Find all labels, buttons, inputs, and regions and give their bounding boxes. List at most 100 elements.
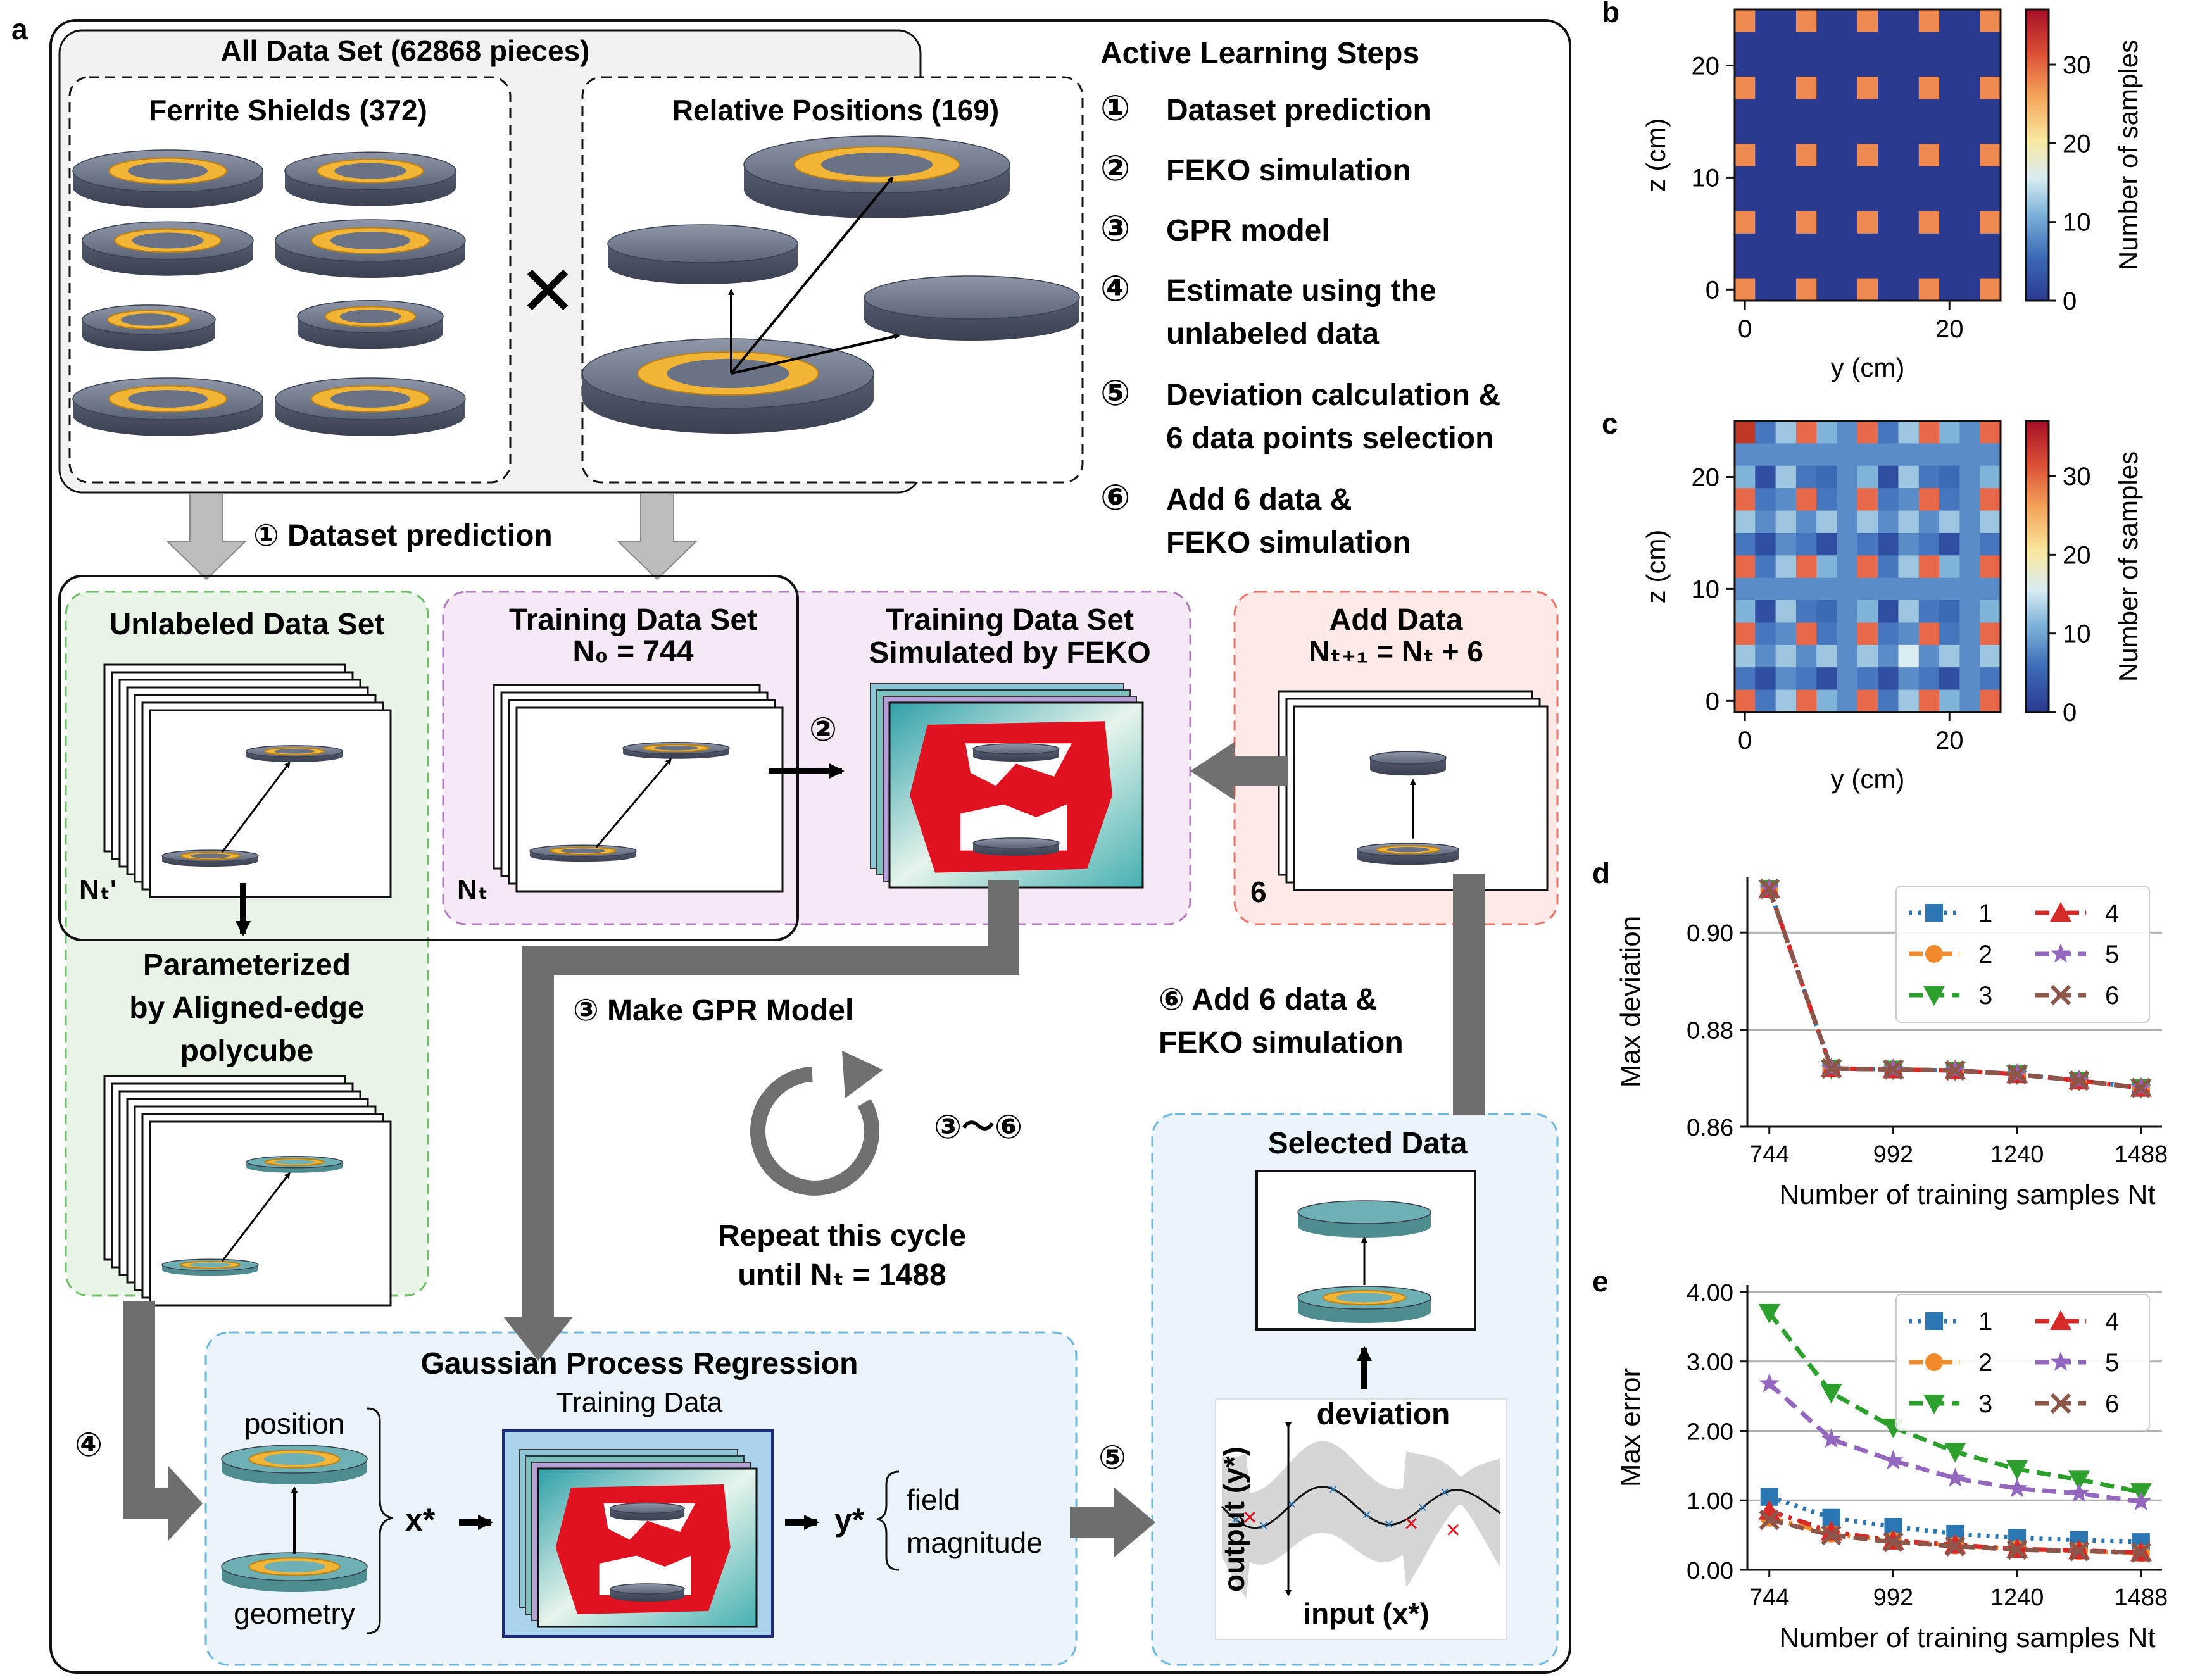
- heatmap-cell: [1816, 667, 1838, 691]
- heatmap-cell: [1918, 532, 1940, 556]
- heatmap-cell: [1816, 32, 1838, 55]
- step-text: Dataset prediction: [1166, 94, 1431, 127]
- heatmap-cell: [1837, 577, 1858, 601]
- coil-center: [190, 853, 230, 858]
- vector-arrow: [731, 333, 900, 375]
- heatmap-cell: [1898, 211, 1920, 234]
- panel-b-heatmap: b 0 20 0 10 20 y (cm) z (cm) 0 10 20 30 Number of sa…: [1602, 0, 2143, 382]
- legend-label: 4: [2105, 1308, 2119, 1336]
- heatmap-cell: [1837, 77, 1858, 100]
- x-tick-label: 20: [1935, 315, 1964, 343]
- heatmap-cell: [1775, 644, 1797, 668]
- heatmap-cell: [1918, 577, 1940, 601]
- step4-marker: ④: [75, 1427, 103, 1464]
- heatmap-cell: [1898, 689, 1920, 713]
- heatmap-cell: [1857, 144, 1878, 167]
- heatmap-cell: [1939, 510, 1960, 534]
- heatmap-cell: [1898, 99, 1920, 122]
- heatmap-cell: [1857, 77, 1878, 100]
- selected-point: ×: [1242, 1503, 1257, 1531]
- step2-marker: ②: [809, 711, 837, 748]
- prediction-frame: [58, 575, 799, 941]
- ring-top: [972, 837, 1060, 849]
- heatmap-cell: [1775, 233, 1797, 256]
- data-point: [1759, 1509, 1780, 1531]
- heatmap-cell: [1837, 121, 1858, 144]
- heatmap-cell: [1775, 256, 1797, 279]
- x-tick-label: 992: [1873, 1584, 1913, 1611]
- x-tick-label: 744: [1749, 1584, 1789, 1611]
- heatmap-cell: [1816, 189, 1838, 211]
- heatmap-cell: [1837, 644, 1858, 668]
- heatmap-cell: [1918, 166, 1940, 189]
- data-point: [1821, 1058, 1842, 1079]
- heatmap-cell: [1980, 689, 2001, 713]
- ring-top: [972, 743, 1060, 755]
- data-point: [1821, 1525, 1842, 1546]
- text-line: magnitude: [907, 1526, 1043, 1559]
- panel-letter-b: b: [1602, 0, 1619, 28]
- heatmap-cell: [1735, 211, 1756, 234]
- text-line: by Aligned-edge: [129, 991, 365, 1025]
- heatmap-cell: [1795, 622, 1817, 646]
- colorbar-tick-label: 20: [2063, 541, 2091, 569]
- heatmap-cell: [1878, 667, 1899, 691]
- heatmap-cell: [1980, 443, 2001, 467]
- x-tick-label: 20: [1935, 727, 1964, 755]
- heatmap-cell: [1939, 99, 1960, 122]
- ring-top: [607, 224, 798, 263]
- ferrite-shield-illustrations: [72, 149, 466, 436]
- coil-center: [190, 1262, 230, 1267]
- y-tick-label: 3.00: [1687, 1350, 1733, 1376]
- add-data-formula: Nₜ₊₁ = Nₜ + 6: [1309, 635, 1483, 668]
- heatmap-cell: [1755, 9, 1776, 32]
- heatmap-cell: [1775, 532, 1797, 556]
- step-number: ⑥: [1100, 477, 1130, 517]
- legend-label: 5: [2105, 941, 2119, 969]
- x-axis-label: Number of training samples Nt: [1779, 1179, 2155, 1210]
- heatmap-cell: [1980, 465, 2001, 489]
- heatmap-cell: [1878, 54, 1899, 77]
- data-point: [2050, 943, 2071, 963]
- heatmap-cell: [1735, 278, 1756, 301]
- heatmap-cell: [1898, 510, 1920, 534]
- coil-center: [1336, 1293, 1393, 1303]
- data-point: [2130, 1491, 2152, 1511]
- heatmap-cell: [1857, 622, 1878, 646]
- legend-label: 4: [2105, 900, 2119, 927]
- add-data-title: Add Data: [1329, 603, 1463, 637]
- heatmap-cell: [1775, 689, 1797, 713]
- heatmap-cell: [1837, 532, 1858, 556]
- heatmap-cell: [1857, 121, 1878, 144]
- heatmap-cell: [1857, 488, 1878, 511]
- marker-stroke: [1945, 1536, 1966, 1557]
- parameterized-label: Parameterized by Aligned-edge polycube: [129, 948, 365, 1068]
- vector-arrow: [730, 176, 894, 375]
- data-point: [1925, 945, 1943, 963]
- y-axis-label: Max error: [1615, 1368, 1646, 1487]
- heatmap-cell: [1735, 166, 1756, 189]
- colorbar-tick-label: 30: [2063, 51, 2091, 79]
- heatmap-cell: [1816, 99, 1838, 122]
- heatmap-cell: [1918, 144, 1940, 167]
- heatmap-cell: [1816, 121, 1838, 144]
- heatmap-cell: [1816, 54, 1838, 77]
- y-tick-label: 0: [1706, 687, 1719, 715]
- text-line: Repeat this cycle: [718, 1219, 966, 1253]
- legend-label: 6: [2105, 982, 2119, 1010]
- heatmap-cell: [1939, 166, 1960, 189]
- heatmap-cell: [1918, 9, 1940, 32]
- coil-center: [120, 313, 177, 326]
- training-count-label: Nₜ: [457, 874, 488, 905]
- heatmap-cell: [1918, 77, 1940, 100]
- parameterized-sample-stack: [103, 1075, 392, 1307]
- marker-stroke: [1821, 1525, 1842, 1546]
- data-point: [2007, 1539, 2028, 1560]
- colorbar: [2025, 420, 2050, 713]
- heatmap-cell: [1939, 667, 1960, 691]
- heatmap-cell: [1878, 532, 1899, 556]
- step-number: ④: [1100, 268, 1130, 308]
- legend-label: 3: [1978, 982, 1992, 1010]
- heatmap-cell: [1775, 121, 1797, 144]
- heatmap-cell: [1857, 32, 1878, 55]
